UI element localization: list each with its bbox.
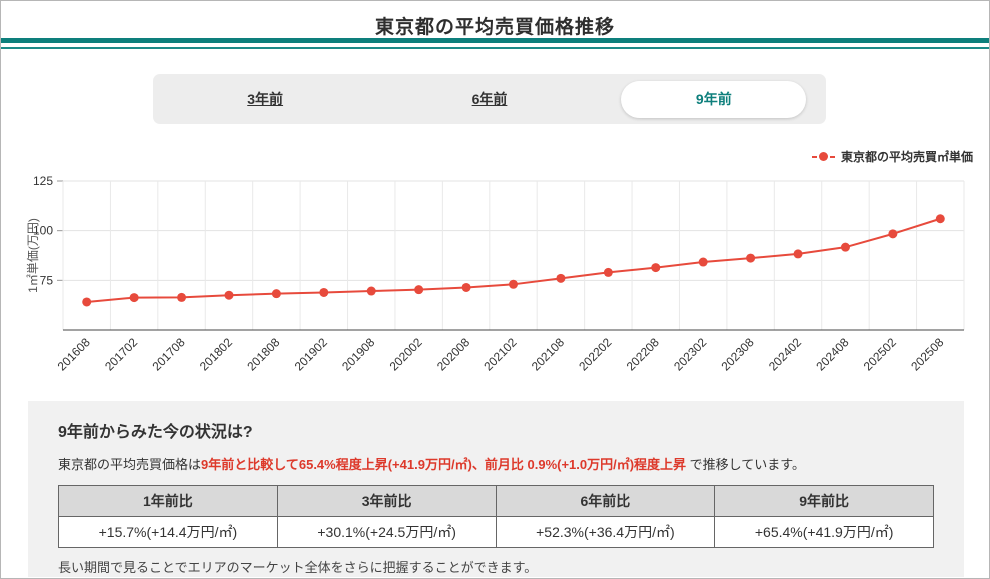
col-header-9yr: 9年前比 xyxy=(714,485,934,517)
svg-text:202208: 202208 xyxy=(624,335,662,373)
col-header-3yr: 3年前比 xyxy=(276,485,497,517)
tab-6years[interactable]: 6年前 xyxy=(471,91,508,107)
summary-heading: 9年前からみた今の状況は? xyxy=(58,424,253,441)
page-title: 東京都の平均売買価格推移 xyxy=(374,17,615,38)
summary-text: 東京都の平均売買価格は9年前と比較して65.4%程度上昇(+41.9万円/㎡)、… xyxy=(58,454,934,473)
svg-text:201908: 201908 xyxy=(339,335,377,373)
value-3yr: +30.1%(+24.5万円/㎡) xyxy=(276,516,497,548)
chart-legend[interactable]: 東京都の平均売買㎡単価 xyxy=(811,148,973,165)
tab-cell-6years: 6年前 xyxy=(377,74,601,124)
tab-3years[interactable]: 3年前 xyxy=(247,91,284,107)
svg-text:100: 100 xyxy=(33,224,53,238)
tab-9years-selected[interactable]: 9年前 xyxy=(621,80,807,118)
value-1yr: +15.7%(+14.4万円/㎡) xyxy=(58,516,278,548)
svg-text:202408: 202408 xyxy=(813,335,851,373)
col-header-1yr: 1年前比 xyxy=(58,485,278,517)
summary-highlight: 9年前と比較して65.4%程度上昇(+41.9万円/㎡)、前月比 0.9%(+1… xyxy=(201,457,687,472)
comparison-table-header-row: 1年前比 3年前比 6年前比 9年前比 xyxy=(58,485,934,517)
svg-text:201608: 201608 xyxy=(55,335,93,373)
svg-text:201802: 201802 xyxy=(197,335,235,373)
legend-label: 東京都の平均売買㎡単価 xyxy=(840,150,973,164)
tab-cell-9years: 9年前 xyxy=(602,74,826,124)
svg-text:125: 125 xyxy=(33,174,53,188)
comparison-table-value-row: +15.7%(+14.4万円/㎡) +30.1%(+24.5万円/㎡) +52.… xyxy=(58,516,934,548)
svg-text:202102: 202102 xyxy=(481,335,519,373)
col-header-6yr: 6年前比 xyxy=(495,485,716,517)
value-6yr: +52.3%(+36.4万円/㎡) xyxy=(495,516,716,548)
svg-text:202508: 202508 xyxy=(908,335,946,373)
comparison-table: 1年前比 3年前比 6年前比 9年前比 +15.7%(+14.4万円/㎡) +3… xyxy=(58,485,934,548)
svg-text:202008: 202008 xyxy=(434,335,472,373)
svg-text:202302: 202302 xyxy=(671,335,709,373)
value-9yr: +65.4%(+41.9万円/㎡) xyxy=(714,516,934,548)
svg-text:202202: 202202 xyxy=(576,335,614,373)
title-divider-thin xyxy=(1,47,989,49)
legend-line-dot-icon xyxy=(811,152,835,161)
tab-cell-3years: 3年前 xyxy=(153,74,377,124)
svg-text:202502: 202502 xyxy=(861,335,899,373)
svg-text:201708: 201708 xyxy=(149,335,187,373)
svg-text:75: 75 xyxy=(40,273,54,287)
svg-text:1㎡単価(万円): 1㎡単価(万円) xyxy=(26,218,40,293)
svg-text:201902: 201902 xyxy=(292,335,330,373)
summary-tail: で推移しています。 xyxy=(686,457,805,472)
summary-lead: 東京都の平均売買価格は xyxy=(58,457,202,472)
svg-text:202402: 202402 xyxy=(766,335,804,373)
svg-text:202308: 202308 xyxy=(719,335,757,373)
svg-text:201702: 201702 xyxy=(102,335,140,373)
svg-text:202108: 202108 xyxy=(529,335,567,373)
summary-note: 長い期間で見ることでエリアのマーケット全体をさらに把握することができます。 xyxy=(58,560,538,575)
summary-panel: 9年前からみた今の状況は? 東京都の平均売買価格は9年前と比較して65.4%程度… xyxy=(28,401,964,577)
svg-text:201808: 201808 xyxy=(244,335,282,373)
price-trend-line-chart: 75 100 125 201608 201702 201708 201802 201808 20… xyxy=(26,174,965,373)
svg-text:202002: 202002 xyxy=(387,335,425,373)
period-tabs: 3年前 6年前 9年前 xyxy=(153,74,826,124)
title-divider-thick xyxy=(1,38,989,43)
